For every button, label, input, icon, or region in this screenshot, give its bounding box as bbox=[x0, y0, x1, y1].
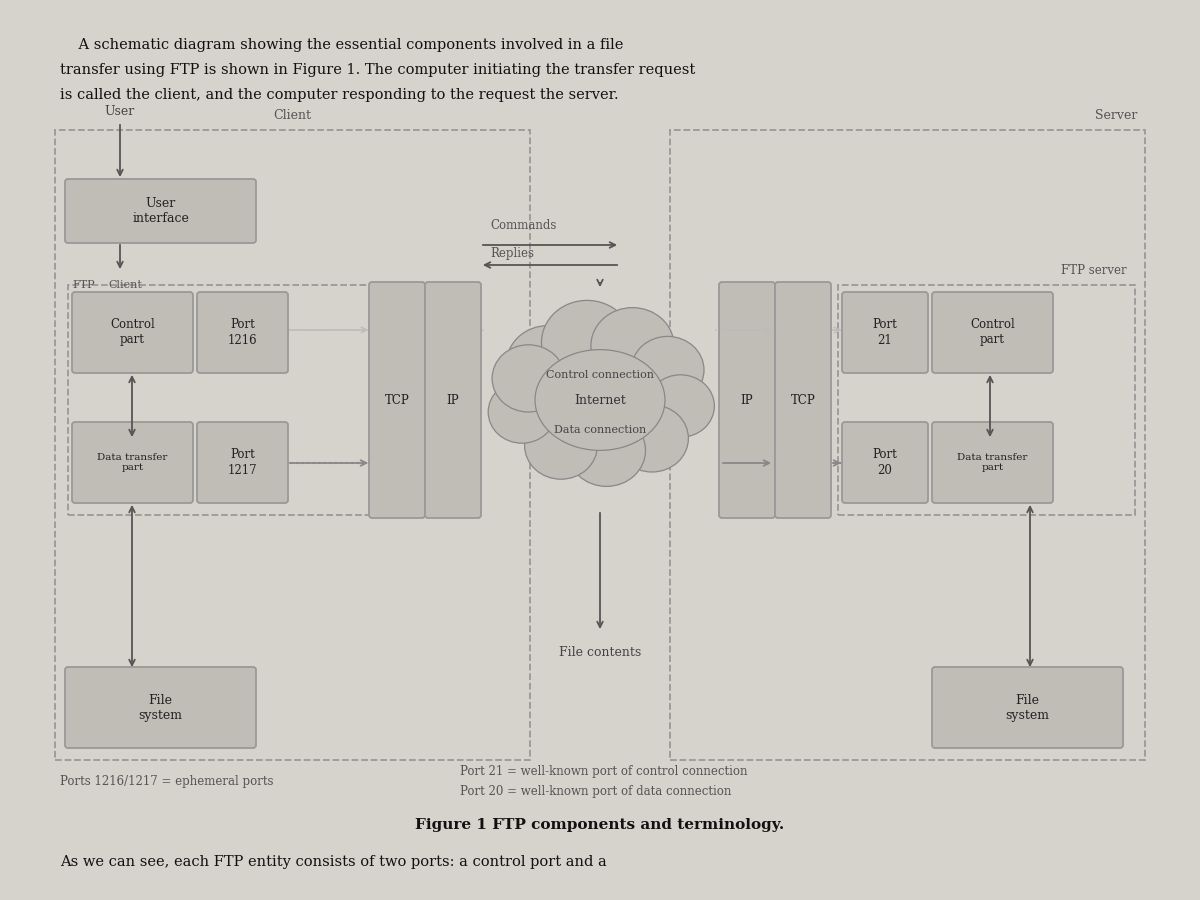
Text: Control connection: Control connection bbox=[546, 370, 654, 380]
Bar bbox=[68, 285, 370, 515]
Ellipse shape bbox=[535, 349, 665, 450]
Ellipse shape bbox=[616, 405, 689, 472]
Text: Client: Client bbox=[274, 109, 312, 122]
Text: is called the client, and the computer responding to the request the server.: is called the client, and the computer r… bbox=[60, 88, 619, 102]
Text: Commands: Commands bbox=[490, 219, 557, 232]
Ellipse shape bbox=[541, 301, 632, 384]
Text: Port
20: Port 20 bbox=[872, 448, 898, 476]
Text: Data transfer
part: Data transfer part bbox=[97, 453, 168, 472]
Text: User
interface: User interface bbox=[132, 197, 188, 225]
Ellipse shape bbox=[492, 345, 565, 412]
Text: Client: Client bbox=[108, 280, 142, 290]
Ellipse shape bbox=[524, 412, 598, 479]
Text: User: User bbox=[104, 105, 136, 118]
Text: IP: IP bbox=[740, 393, 754, 407]
Text: Replies: Replies bbox=[490, 247, 534, 260]
Text: IP: IP bbox=[446, 393, 460, 407]
Text: Port
1216: Port 1216 bbox=[228, 319, 257, 346]
FancyBboxPatch shape bbox=[197, 292, 288, 373]
Ellipse shape bbox=[647, 374, 714, 437]
FancyBboxPatch shape bbox=[775, 282, 830, 518]
FancyBboxPatch shape bbox=[842, 292, 928, 373]
FancyBboxPatch shape bbox=[72, 292, 193, 373]
FancyBboxPatch shape bbox=[932, 292, 1054, 373]
Text: Data connection: Data connection bbox=[554, 425, 646, 435]
Text: transfer using FTP is shown in Figure 1. The computer initiating the transfer re: transfer using FTP is shown in Figure 1.… bbox=[60, 63, 695, 77]
Text: Port
21: Port 21 bbox=[872, 319, 898, 346]
Text: File
system: File system bbox=[138, 694, 182, 722]
Text: Server: Server bbox=[1094, 109, 1138, 122]
FancyBboxPatch shape bbox=[65, 667, 256, 748]
Ellipse shape bbox=[631, 337, 704, 403]
Text: As we can see, each FTP entity consists of two ports: a control port and a: As we can see, each FTP entity consists … bbox=[60, 855, 607, 869]
Bar bbox=[55, 130, 530, 760]
Text: Port
1217: Port 1217 bbox=[228, 448, 257, 476]
Text: FTP server: FTP server bbox=[1061, 264, 1127, 277]
FancyBboxPatch shape bbox=[719, 282, 775, 518]
Text: Port 21 = well-known port of control connection: Port 21 = well-known port of control con… bbox=[460, 766, 748, 778]
Text: Control
part: Control part bbox=[970, 319, 1015, 346]
Ellipse shape bbox=[506, 326, 589, 402]
FancyBboxPatch shape bbox=[932, 667, 1123, 748]
Text: Figure 1 FTP components and terminology.: Figure 1 FTP components and terminology. bbox=[415, 818, 785, 832]
FancyBboxPatch shape bbox=[197, 422, 288, 503]
Text: File contents: File contents bbox=[559, 645, 641, 659]
Text: Ports 1216/1217 = ephemeral ports: Ports 1216/1217 = ephemeral ports bbox=[60, 776, 274, 788]
Ellipse shape bbox=[590, 308, 674, 384]
Text: Internet: Internet bbox=[574, 393, 626, 407]
FancyBboxPatch shape bbox=[842, 422, 928, 503]
Ellipse shape bbox=[488, 381, 556, 443]
FancyBboxPatch shape bbox=[932, 422, 1054, 503]
Text: Data transfer
part: Data transfer part bbox=[958, 453, 1027, 472]
FancyBboxPatch shape bbox=[370, 282, 425, 518]
Text: TCP: TCP bbox=[385, 393, 409, 407]
FancyBboxPatch shape bbox=[425, 282, 481, 518]
FancyBboxPatch shape bbox=[65, 179, 256, 243]
Bar bbox=[838, 285, 1135, 515]
Text: File
system: File system bbox=[1006, 694, 1050, 722]
Text: FTP: FTP bbox=[72, 280, 95, 290]
Text: Control
part: Control part bbox=[110, 319, 155, 346]
Text: Port 20 = well-known port of data connection: Port 20 = well-known port of data connec… bbox=[460, 786, 731, 798]
Text: A schematic diagram showing the essential components involved in a file: A schematic diagram showing the essentia… bbox=[60, 38, 623, 52]
Ellipse shape bbox=[568, 414, 646, 486]
FancyBboxPatch shape bbox=[72, 422, 193, 503]
Text: TCP: TCP bbox=[791, 393, 815, 407]
Bar bbox=[670, 130, 1145, 760]
